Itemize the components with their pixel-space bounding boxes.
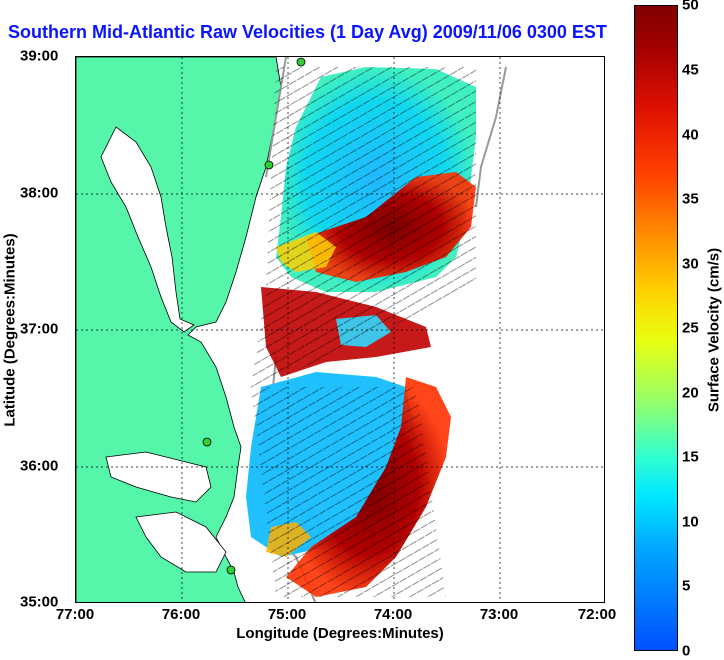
colorbar-tick-label: 50 (682, 0, 699, 14)
x-tick-label: 73:00 (479, 606, 519, 623)
radar-station-marker (226, 565, 236, 575)
y-tick-label: 38:00 (20, 184, 59, 202)
current-vectors (251, 67, 476, 597)
y-tick-label: 36:00 (20, 457, 59, 475)
chesapeake-bay (100, 126, 195, 333)
hf-radar-stations (202, 57, 306, 575)
x-tick-label: 77:00 (55, 606, 95, 623)
radar-station-marker (202, 437, 212, 447)
x-tick-label: 75:00 (267, 606, 307, 623)
x-tick-label: 72:00 (577, 606, 617, 623)
colorbar-tick-label: 30 (682, 255, 699, 273)
y-tick-label: 37:00 (20, 320, 59, 338)
x-tick-label: 74:00 (373, 606, 413, 623)
colorbar-label: Surface Velocity (cm/s) (705, 247, 723, 413)
pamlico-sound (135, 511, 227, 573)
colorbar-tick-label: 25 (682, 319, 699, 337)
map-title: Southern Mid-Atlantic Raw Velocities (1 … (8, 22, 607, 42)
radar-station-marker (264, 160, 274, 170)
grid-lines (76, 57, 604, 602)
x-tick-label: 76:00 (161, 606, 201, 623)
colorbar-tick-label: 45 (682, 61, 699, 79)
colorbar-tick-label: 35 (682, 190, 699, 208)
y-tick-label: 35:00 (20, 593, 59, 611)
y-tick-label: 39:00 (20, 47, 59, 65)
velocity-colorbar (634, 5, 678, 651)
colorbar-tick-label: 10 (682, 513, 699, 531)
y-axis-label: Latitude (Degrees:Minutes) (1, 233, 19, 427)
albemarle-sound (105, 451, 212, 503)
radar-station-marker (296, 57, 306, 67)
colorbar-tick-label: 20 (682, 384, 699, 402)
colorbar-tick-label: 15 (682, 448, 699, 466)
x-axis-label: Longitude (Degrees:Minutes) (236, 625, 444, 642)
velocity-map (75, 56, 605, 603)
map-canvas (76, 57, 604, 602)
colorbar-tick-label: 0 (682, 642, 691, 660)
colorbar-tick-label: 40 (682, 126, 699, 144)
colorbar-tick-label: 5 (682, 577, 691, 595)
